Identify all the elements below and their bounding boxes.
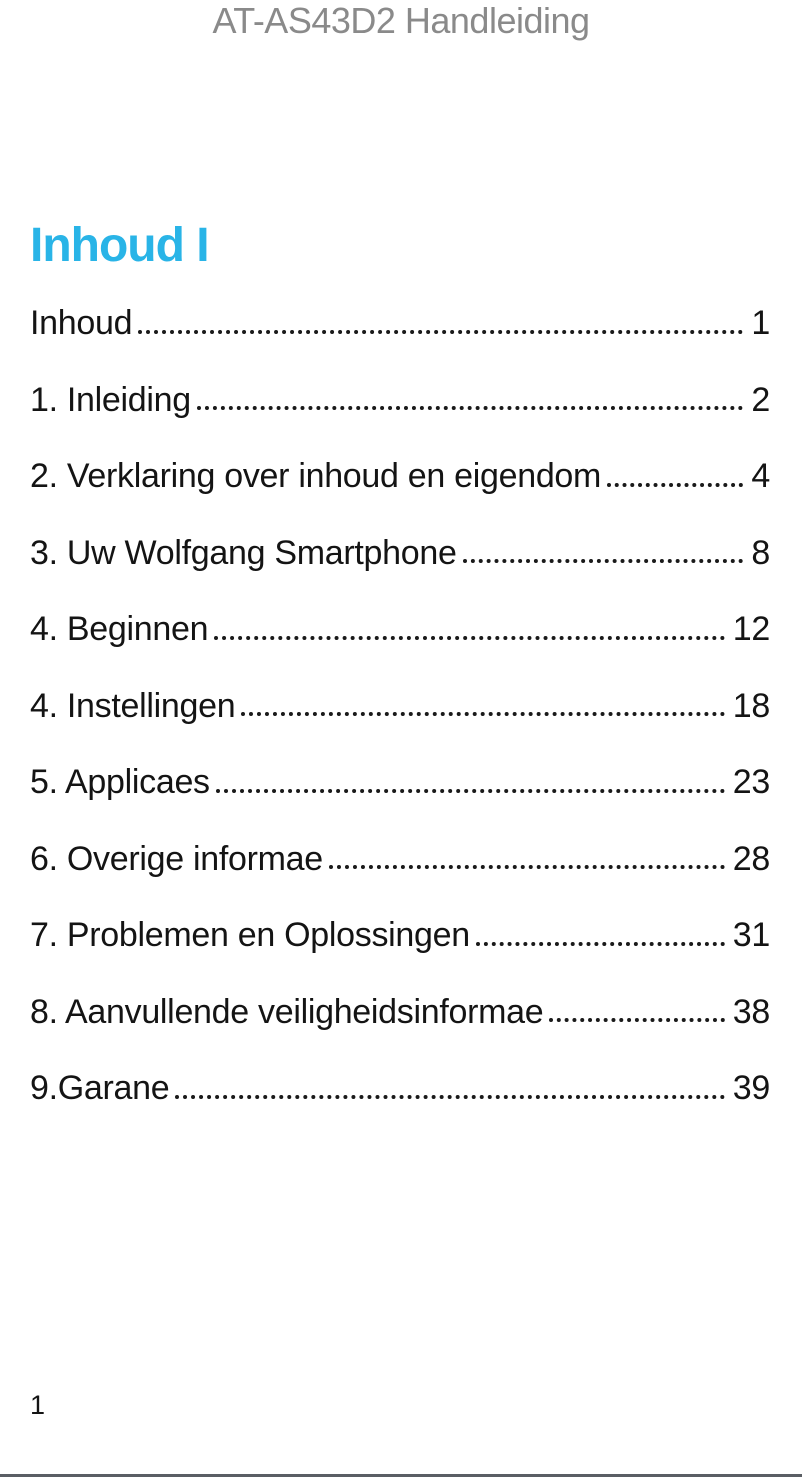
toc-entry-row: 4. Beginnen 12 <box>30 589 770 666</box>
toc-entry-title: 4. Instellingen <box>30 686 236 725</box>
toc-entry-title: 4. Beginnen <box>30 610 209 649</box>
toc-entry-row: 3. Uw Wolfgang Smartphone 8 <box>30 513 770 590</box>
toc-entry-row: 5. Applicaes 23 <box>30 742 770 819</box>
toc-entry-dot-leader <box>241 712 725 716</box>
toc-entry-dot-leader <box>138 329 744 334</box>
toc-entry-page-number: 28 <box>732 839 771 878</box>
toc-entry-page-number: 8 <box>751 533 770 572</box>
toc-entry-page-number: 23 <box>732 763 771 802</box>
toc-entry-page-number: 12 <box>732 610 771 649</box>
toc-entry-row: Inhoud 1 <box>30 283 770 360</box>
toc-entry-row: 2. Verklaring over inhoud en eigendom 4 <box>30 436 770 513</box>
toc-entry-row: 9.Garane 39 <box>30 1048 770 1125</box>
toc-entry-row: 1. Inleiding 2 <box>30 360 770 437</box>
toc-entry-title: 3. Uw Wolfgang Smartphone <box>30 533 457 572</box>
toc-entry-title: 2. Verklaring over inhoud en eigendom <box>30 457 602 496</box>
toc-entry-dot-leader <box>328 865 725 869</box>
toc-entry-page-number: 31 <box>732 916 771 955</box>
toc-entry-dot-leader <box>462 559 744 563</box>
toc-entry-dot-leader <box>475 941 725 946</box>
document-header-title: AT-AS43D2 Handleiding <box>212 0 590 41</box>
toc-entry-title: Inhoud <box>30 304 133 343</box>
toc-entry-dot-leader <box>196 406 744 410</box>
toc-entry-page-number: 4 <box>751 457 770 496</box>
toc-entry-page-number: 39 <box>732 1069 771 1108</box>
toc-entry-title: 8. Aanvullende veiligheidsinformae <box>30 992 544 1031</box>
toc-entry-row: 6. Overige informae 28 <box>30 819 770 896</box>
toc-entry-row: 7. Problemen en Oplossingen 31 <box>30 895 770 972</box>
toc-list: Inhoud 1 1. Inleiding 2 2. Verklaring ov… <box>30 283 770 1125</box>
toc-entry-page-number: 18 <box>732 686 771 725</box>
bottom-rule <box>0 1474 802 1477</box>
toc-entry-row: 8. Aanvullende veiligheidsinformae 38 <box>30 972 770 1049</box>
toc-entry-row: 4. Instellingen 18 <box>30 666 770 743</box>
toc-entry-title: 6. Overige informae <box>30 839 323 878</box>
toc-heading: Inhoud I <box>30 219 210 272</box>
toc-entry-dot-leader <box>607 482 744 487</box>
toc-entry-page-number: 2 <box>751 380 770 419</box>
toc-entry-title: 9.Garane <box>30 1069 170 1108</box>
toc-entry-dot-leader <box>549 1018 725 1022</box>
toc-entry-page-number: 38 <box>732 992 771 1031</box>
toc-entry-title: 1. Inleiding <box>30 380 191 419</box>
toc-entry-dot-leader <box>215 788 725 793</box>
toc-entry-dot-leader <box>214 635 725 640</box>
footer-page-number: 1 <box>30 1390 46 1420</box>
toc-entry-page-number: 1 <box>751 304 770 343</box>
toc-entry-dot-leader <box>175 1094 725 1099</box>
toc-entry-title: 5. Applicaes <box>30 763 210 802</box>
toc-entry-title: 7. Problemen en Oplossingen <box>30 916 470 955</box>
